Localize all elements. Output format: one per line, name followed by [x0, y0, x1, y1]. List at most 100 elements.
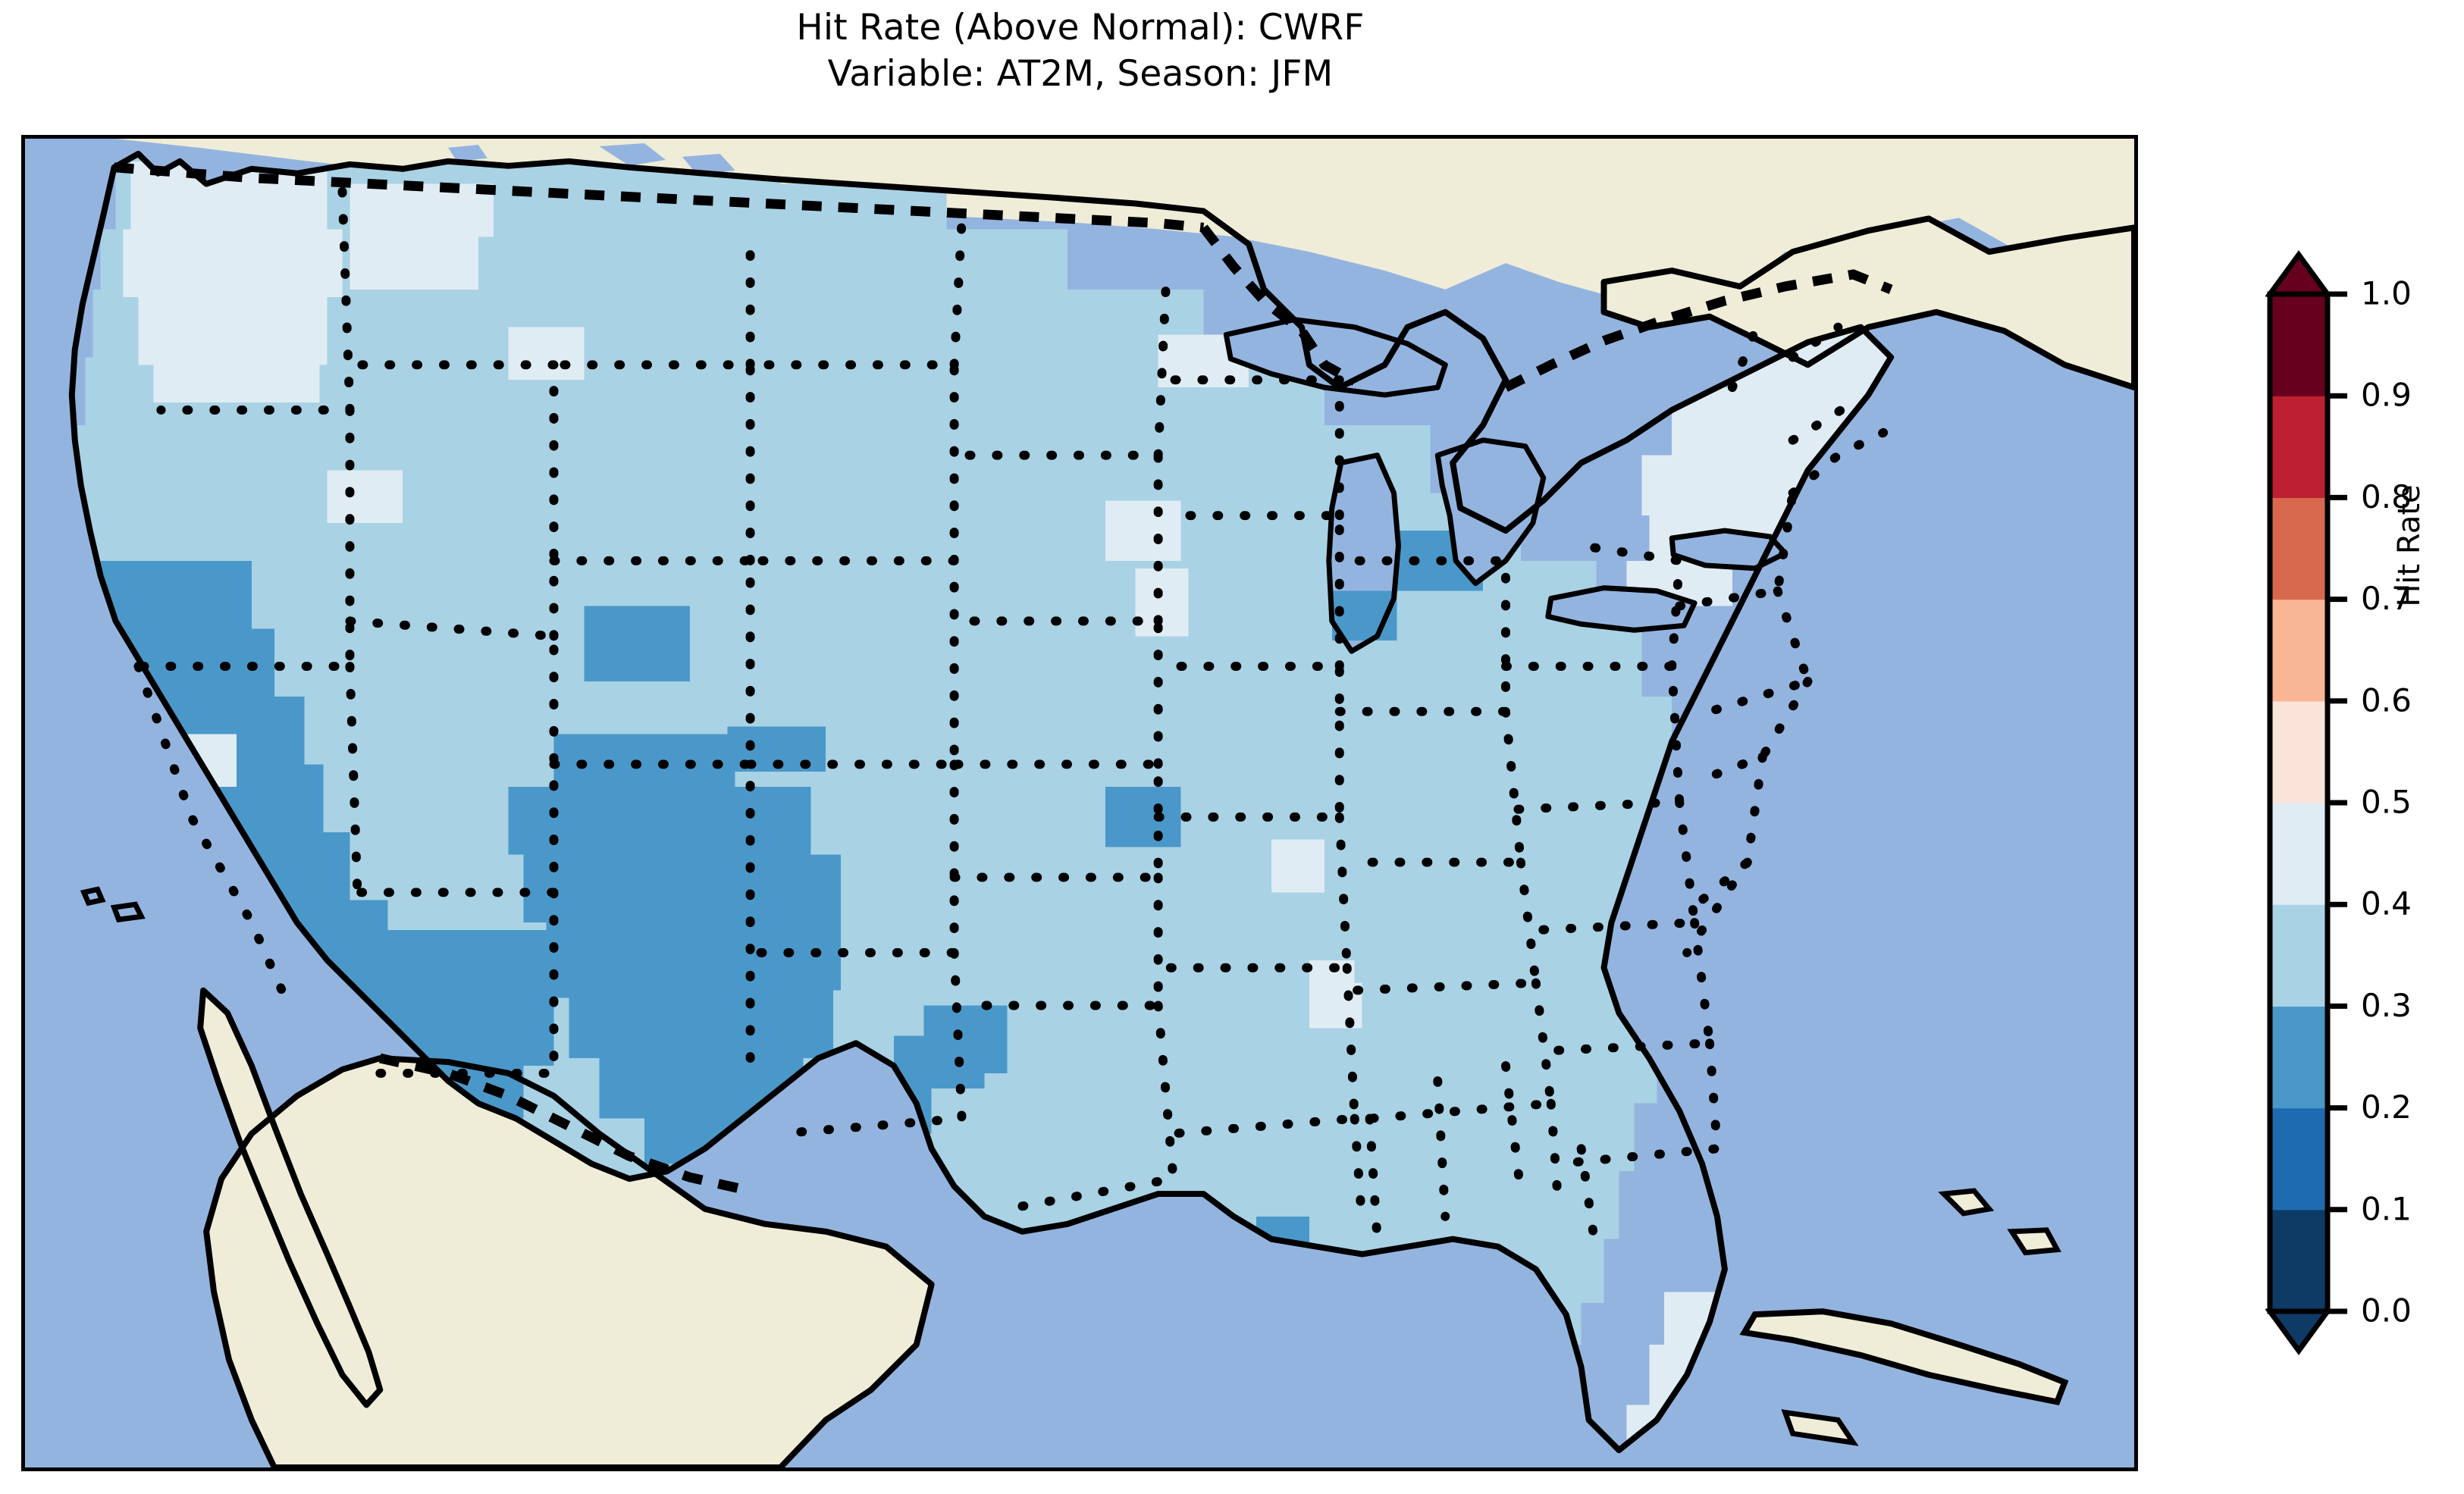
- grid-cell: [138, 832, 1695, 900]
- colorbar-tick-label: 0.9: [2361, 377, 2412, 414]
- map-axes: [21, 135, 2138, 1471]
- colorbar-band: [2270, 396, 2328, 498]
- state-border-line: [1365, 978, 1556, 1123]
- colorbar-tick-label: 0.5: [2361, 784, 2412, 821]
- colorbar-tick-label: 0.6: [2361, 681, 2412, 719]
- state-border-line: [1553, 1038, 1723, 1169]
- state-border-line: [1153, 812, 1353, 973]
- canada-east-landmass: [1603, 218, 2134, 388]
- state-border-line: [375, 888, 559, 1078]
- state-border-line: [1168, 963, 1359, 1139]
- state-border-line: [133, 405, 355, 671]
- grid-cell: [508, 787, 811, 855]
- figure-title: Hit Rate (Above Normal): CWRF Variable: …: [0, 5, 2161, 97]
- mexico-coastline: [203, 1055, 935, 1467]
- state-border-line: [1576, 1144, 1601, 1259]
- baja-coastline: [197, 987, 384, 1408]
- state-border-line: [1546, 1098, 1563, 1214]
- colorbar-over-arrow: [2265, 250, 2333, 297]
- colorbar-band: [2270, 294, 2328, 396]
- lake-shoreline: [1545, 585, 1698, 633]
- national-border-line: [378, 1053, 751, 1196]
- title-line-2: Variable: AT2M, Season: JFM: [827, 53, 1334, 96]
- state-border-line: [1501, 662, 1685, 814]
- grid-cell: [1105, 500, 1181, 561]
- state-border-line: [133, 662, 287, 995]
- state-border-line: [345, 662, 362, 897]
- grid-cell: [138, 296, 328, 365]
- state-border-line: [1433, 1076, 1450, 1221]
- state-border-line: [1342, 706, 1526, 867]
- grid-cell: [89, 628, 1642, 697]
- colorbar-tick-label: 0.8: [2361, 478, 2412, 515]
- colorbar-tick-label: 0.4: [2361, 885, 2412, 922]
- grid-cell: [77, 493, 1521, 561]
- grid-cell: [546, 922, 842, 991]
- great-lake: [1547, 587, 1695, 631]
- national-border-line: [1199, 224, 1357, 386]
- colorbar-band: [2270, 803, 2328, 905]
- colorbar: 0.0 0.1 0.2 0.3 0.4 0.5 0.6 0.7 0.8 0.9 1.0 Hit Ra…: [2265, 250, 2464, 1364]
- state-border-line: [353, 360, 559, 641]
- state-border-line: [1682, 857, 1752, 957]
- cuba-coastline: [1739, 1308, 2069, 1406]
- state-border-line: [1788, 322, 1843, 362]
- grid-cell: [115, 764, 1688, 832]
- state-border-line: [1705, 586, 1814, 716]
- colorbar-under-arrow: [2265, 1308, 2333, 1355]
- state-border-line: [1576, 540, 1685, 671]
- lake-shoreline: [1326, 453, 1401, 654]
- state-borders: [133, 186, 1889, 1259]
- state-border-line: [1501, 1061, 1525, 1199]
- mexico-landmass: [206, 1058, 932, 1467]
- grid-cell: [893, 1035, 985, 1088]
- colorbar-label: Hit Rate: [2392, 484, 2427, 607]
- channel-island: [110, 901, 146, 922]
- colorbar-tick-label: 0.3: [2361, 987, 2412, 1024]
- great-lake: [1437, 440, 1544, 584]
- grid-cell: [77, 424, 1431, 493]
- inland-lake: [599, 143, 666, 166]
- state-border-line: [1788, 398, 1858, 445]
- colorbar-band: [2270, 1006, 2328, 1109]
- title-line-1: Hit Rate (Above Normal): CWRF: [796, 7, 1365, 49]
- canada-coastline: [1600, 215, 2134, 391]
- state-border-line: [1153, 284, 1171, 460]
- grid-cell: [523, 854, 842, 923]
- grid-cell: [569, 990, 834, 1059]
- inland-lake: [447, 144, 487, 161]
- lake-shoreline: [1223, 317, 1448, 398]
- grid-cell: [350, 183, 494, 237]
- baja-peninsula: [200, 990, 381, 1405]
- grid-cell: [508, 327, 585, 381]
- coastline: [68, 150, 1895, 1454]
- great-lake: [1672, 531, 1785, 568]
- colorbar-tick-label: 0.2: [2361, 1088, 2412, 1126]
- island-coastline: [2007, 1227, 2061, 1256]
- state-border-line: [1334, 556, 1510, 716]
- colorbar-tick-label: 0.7: [2361, 580, 2412, 617]
- colorbar-band: [2270, 700, 2328, 803]
- colorbar-svg: 0.0 0.1 0.2 0.3 0.4 0.5 0.6 0.7 0.8 0.9 1.0: [2265, 250, 2412, 1355]
- state-border-line: [1788, 428, 1889, 498]
- state-border-line: [1350, 857, 1541, 995]
- grid-cell: [153, 365, 320, 403]
- national-border-line: [114, 162, 1205, 233]
- state-border-line: [1675, 488, 1798, 611]
- colorbar-band: [2270, 1107, 2328, 1211]
- channel-island: [80, 886, 106, 907]
- colorbar-band: [2270, 1209, 2328, 1312]
- state-border-line: [1161, 375, 1344, 521]
- state-border-line: [949, 217, 967, 370]
- colorbar-band: [2270, 599, 2328, 702]
- map-canvas: [25, 139, 2134, 1467]
- colorbar-tick-label: 0.0: [2361, 1292, 2412, 1330]
- cuba-landmass: [1744, 1311, 2065, 1402]
- colorbar-tick-label: 1.0: [2361, 275, 2412, 312]
- state-border-line: [1350, 1113, 1367, 1229]
- grid-cell: [584, 606, 690, 681]
- grid-cell: [350, 236, 478, 290]
- colorbar-band: [2270, 904, 2328, 1007]
- state-border-line: [1168, 511, 1344, 671]
